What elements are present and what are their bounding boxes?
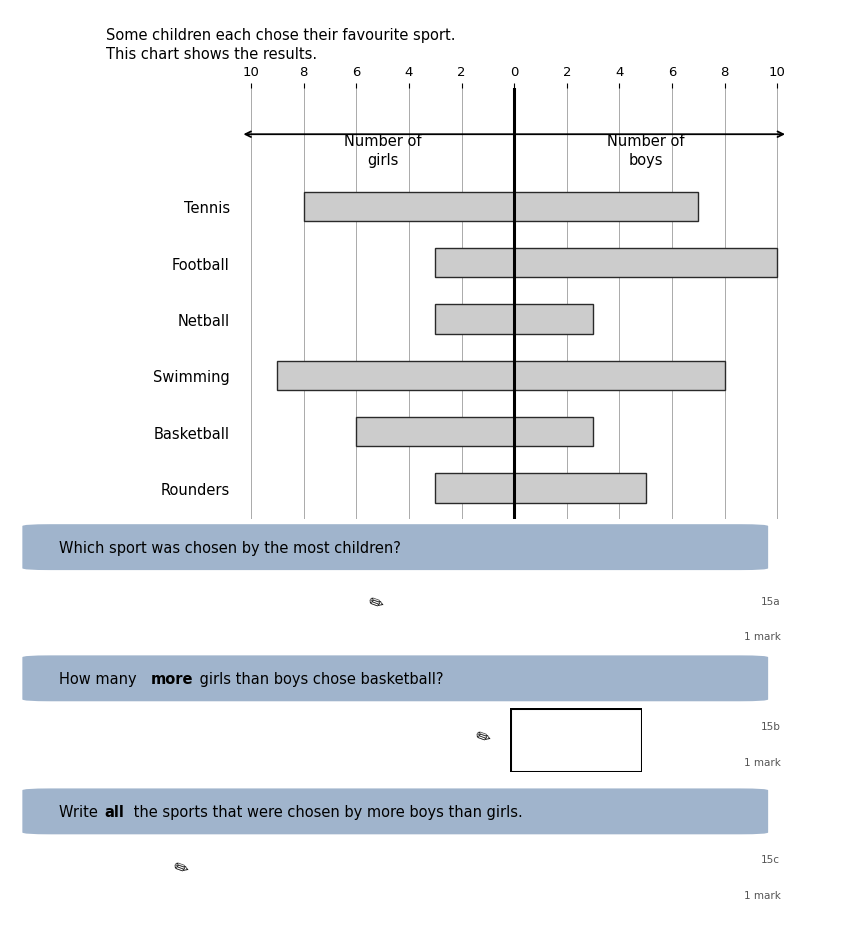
FancyBboxPatch shape bbox=[22, 655, 768, 702]
Text: Number of
boys: Number of boys bbox=[607, 134, 684, 168]
Text: the sports that were chosen by more boys than girls.: the sports that were chosen by more boys… bbox=[129, 804, 523, 819]
Bar bbox=[514, 305, 593, 334]
Bar bbox=[303, 193, 514, 222]
Text: Which sport was chosen by the most children?: Which sport was chosen by the most child… bbox=[60, 540, 401, 555]
FancyBboxPatch shape bbox=[22, 788, 768, 835]
Bar bbox=[514, 474, 646, 504]
Bar bbox=[514, 361, 725, 390]
Text: 1 mark: 1 mark bbox=[744, 890, 780, 900]
Bar bbox=[435, 305, 514, 334]
Text: This chart shows the results.: This chart shows the results. bbox=[106, 47, 317, 62]
Text: Some children each chose their favourite sport.: Some children each chose their favourite… bbox=[106, 28, 456, 43]
Text: 15c: 15c bbox=[761, 855, 779, 864]
Text: ✏: ✏ bbox=[366, 592, 386, 615]
Bar bbox=[277, 361, 514, 390]
Text: 15: 15 bbox=[32, 22, 57, 41]
Bar bbox=[435, 249, 514, 278]
Text: ✏: ✏ bbox=[170, 856, 190, 879]
Bar bbox=[514, 249, 778, 278]
Bar bbox=[514, 417, 593, 446]
FancyBboxPatch shape bbox=[22, 524, 768, 571]
Text: Write: Write bbox=[60, 804, 103, 819]
Bar bbox=[356, 417, 514, 446]
Text: How many: How many bbox=[60, 671, 142, 686]
Bar bbox=[514, 193, 699, 222]
Text: 15a: 15a bbox=[761, 596, 780, 606]
Text: girls than boys chose basketball?: girls than boys chose basketball? bbox=[195, 671, 443, 686]
Text: 1 mark: 1 mark bbox=[744, 632, 780, 642]
Text: ✏: ✏ bbox=[472, 726, 492, 749]
Text: 15b: 15b bbox=[761, 722, 780, 731]
Bar bbox=[435, 474, 514, 504]
Text: 1 mark: 1 mark bbox=[744, 757, 780, 768]
Text: Number of
girls: Number of girls bbox=[344, 134, 422, 168]
Text: all: all bbox=[105, 804, 124, 819]
Text: more: more bbox=[150, 671, 193, 686]
